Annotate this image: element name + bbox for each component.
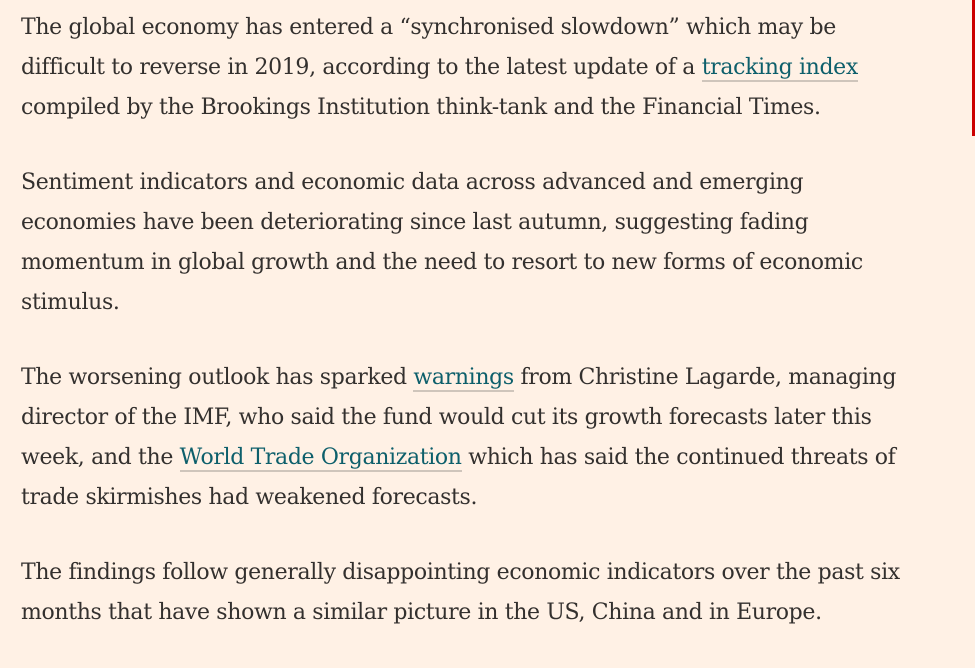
tracking-index-link[interactable]: tracking index xyxy=(701,55,858,82)
article-body: The global economy has entered a “synchr… xyxy=(21,8,921,668)
paragraph-1: The global economy has entered a “synchr… xyxy=(21,8,921,128)
paragraph-3-text-end: which has said the continued threats of … xyxy=(21,445,896,510)
paragraph-1-text-start: The global economy has entered a “synchr… xyxy=(21,15,836,80)
scroll-progress-indicator xyxy=(972,0,975,136)
paragraph-3: The worsening outlook has sparked warnin… xyxy=(21,358,921,518)
paragraph-3-text-start: The worsening outlook has sparked xyxy=(21,365,414,390)
paragraph-1-text-end: compiled by the Brookings Institution th… xyxy=(21,95,821,120)
paragraph-3-text-middle: from Christine Lagarde, managing directo… xyxy=(21,365,897,470)
paragraph-2: Sentiment indicators and economic data a… xyxy=(21,170,863,315)
paragraph-4: The findings follow generally disappoint… xyxy=(21,560,900,625)
world-trade-organization-link[interactable]: World Trade Organization xyxy=(179,445,462,472)
warnings-link[interactable]: warnings xyxy=(413,365,514,392)
